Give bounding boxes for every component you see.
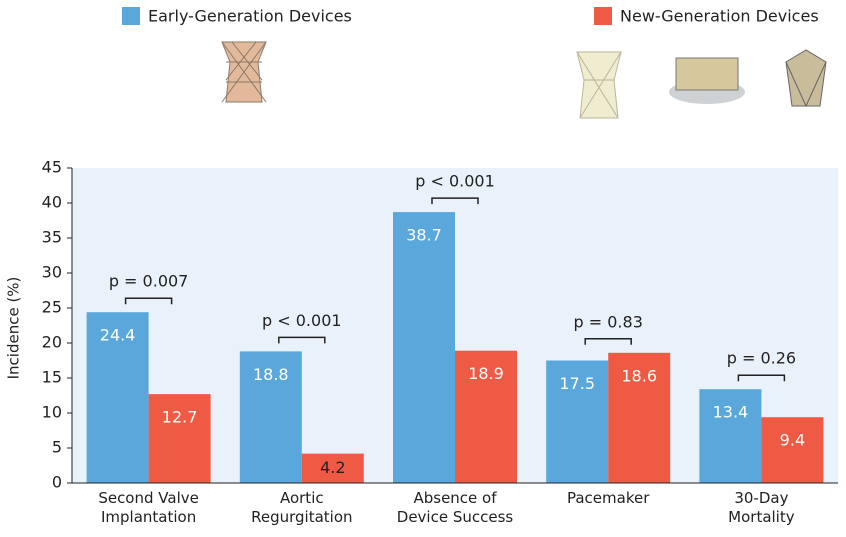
value-label: 24.4 [100,326,136,345]
p-value-bracket [584,338,632,345]
device-images [221,41,827,119]
y-tick-label: 5 [52,438,62,457]
y-tick-label: 0 [52,473,62,492]
x-tick-label: Second Valve Implantation [98,489,199,526]
p-value-bracket [431,197,479,205]
value-label: 9.4 [780,431,805,450]
bar [301,453,364,483]
y-tick-label: 20 [42,333,62,352]
y-tick-label: 30 [42,263,62,282]
p-value-label: p = 0.007 [109,272,189,291]
value-label: 17.5 [559,374,595,393]
bar [608,352,671,483]
p-value-label: p = 0.83 [574,312,643,331]
bar [546,360,609,483]
legend-label: New-Generation Devices [620,7,819,26]
p-value-label: p = 0.26 [727,349,796,368]
new-valve-image-1 [576,51,622,119]
p-value-label: p < 0.001 [415,172,495,191]
y-tick-label: 45 [42,158,62,177]
value-label: 18.9 [468,364,504,383]
y-tick-label: 25 [42,298,62,317]
legend-label: Early-Generation Devices [148,7,352,26]
bar [148,394,211,483]
x-tick-label: Pacemaker [566,489,650,507]
new-valve-image-2 [669,57,745,104]
bar [239,351,302,483]
y-tick-label: 35 [42,228,62,247]
bar [761,417,824,483]
value-label: 13.4 [713,403,749,422]
y-tick-label: 10 [42,403,62,422]
bar [699,389,762,483]
legend-swatch [594,7,612,25]
bar [455,350,517,483]
p-value-label: p < 0.001 [262,311,342,330]
p-value-bracket [737,374,786,382]
value-label: 18.8 [253,365,289,384]
y-axis-title: Incidence (%) [5,277,23,380]
value-label: 18.6 [621,366,657,385]
y-tick-label: 40 [42,193,62,212]
x-tick-label: Aortic Regurgitation [251,489,353,526]
bar [393,212,455,483]
x-tick-label: Absence of Device Success [396,489,514,526]
p-value-bracket [124,297,173,305]
p-value-bracket [278,336,326,344]
legend-swatch [122,7,140,25]
x-tick-label: 30-Day Mortality [728,489,795,526]
bar [86,312,149,483]
value-label: 38.7 [406,226,442,245]
early-valve-image [221,41,267,103]
y-tick-label: 15 [42,368,62,387]
value-label: 4.2 [320,458,345,477]
new-valve-image-3 [785,49,827,108]
value-label: 12.7 [162,408,198,427]
